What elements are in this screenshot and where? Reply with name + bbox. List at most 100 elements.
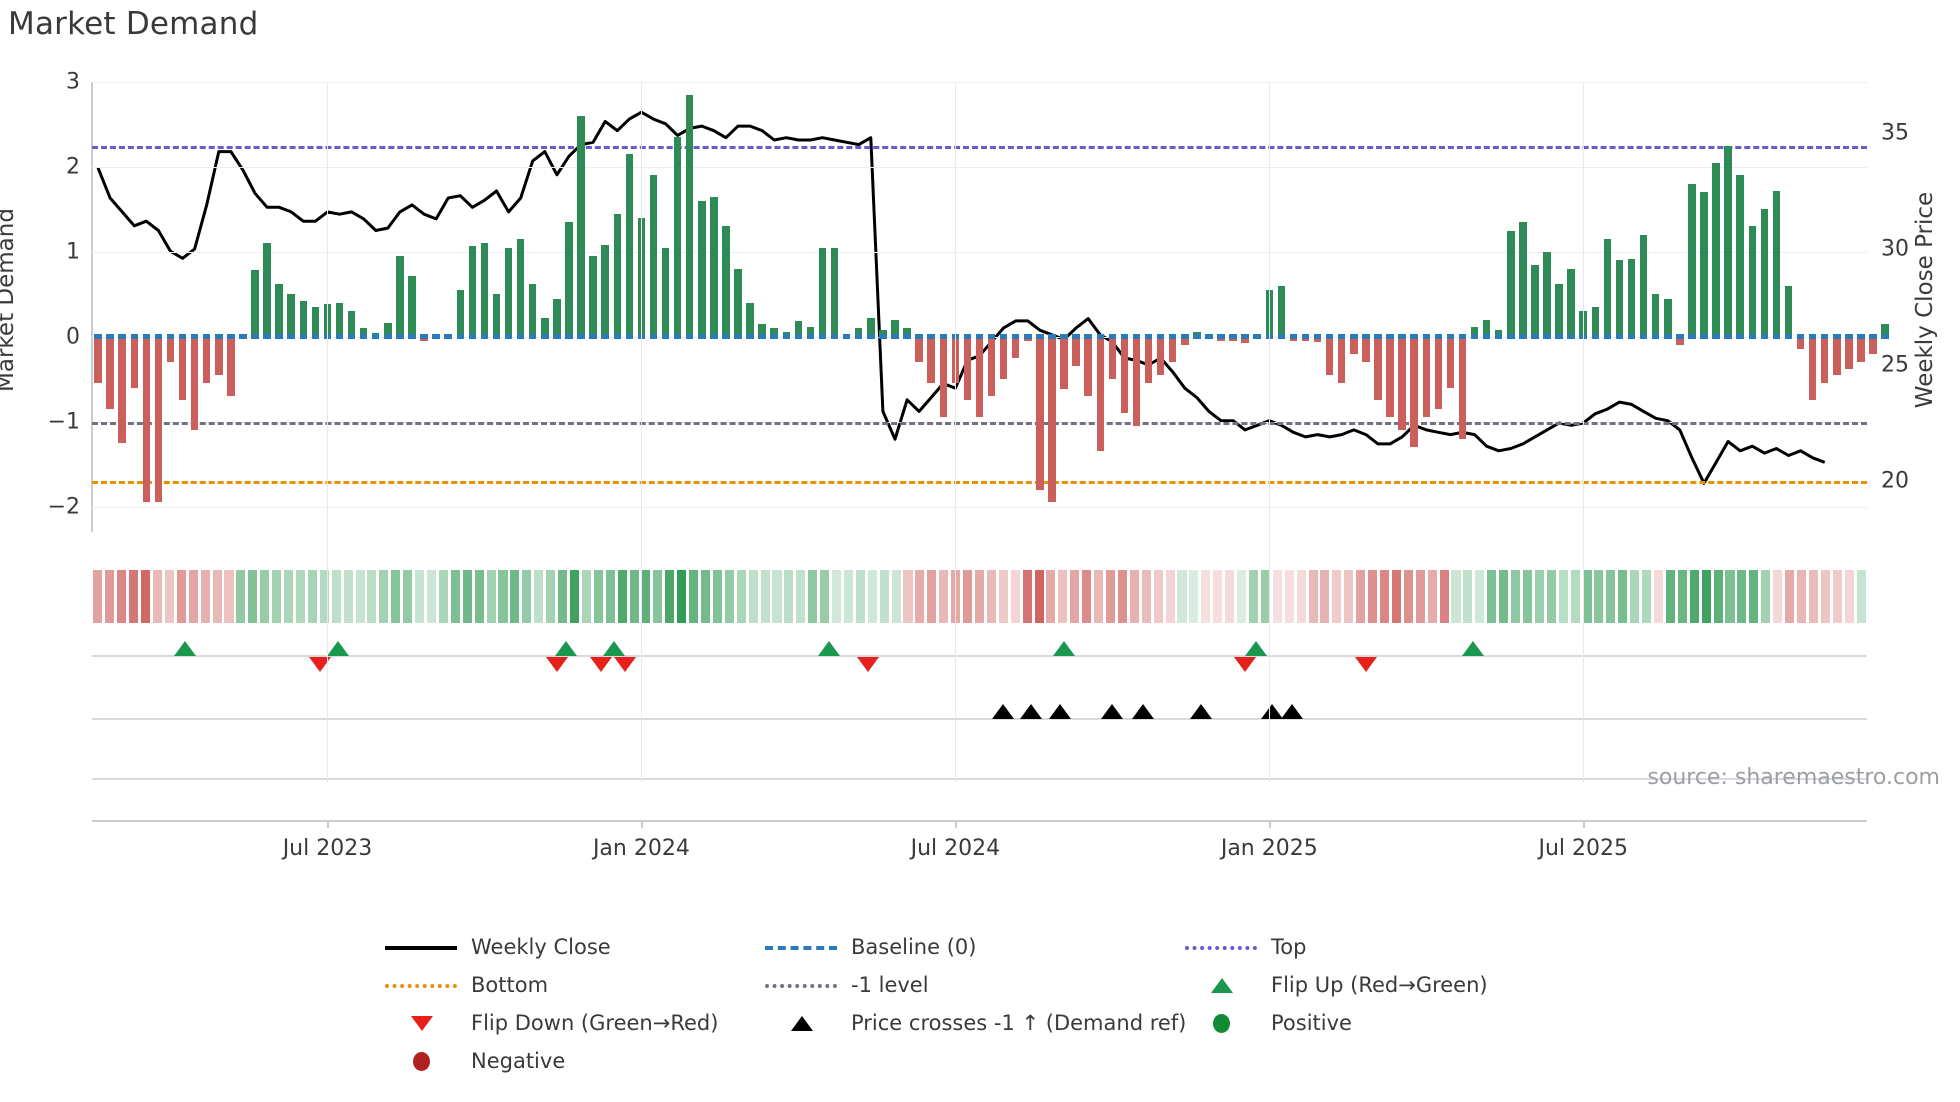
heat-cell	[1308, 570, 1318, 623]
legend-item[interactable]: Negative	[385, 1042, 565, 1080]
baseline-segment	[1374, 334, 1382, 340]
baseline-segment	[1241, 334, 1249, 340]
heat-cell	[1475, 570, 1485, 623]
baseline-segment	[1108, 334, 1117, 340]
baseline-segment	[1700, 334, 1708, 340]
legend-item[interactable]: Weekly Close	[385, 928, 611, 966]
source-label: source: sharemaestro.com	[1647, 765, 1940, 790]
demand-bar	[661, 247, 670, 337]
demand-bar	[1011, 336, 1020, 358]
heat-cell	[1022, 570, 1032, 623]
legend-label: Bottom	[471, 973, 549, 997]
demand-bar	[142, 336, 151, 503]
flip-up-marker	[1462, 641, 1484, 656]
reference-line	[92, 481, 1867, 485]
heat-cell	[1522, 570, 1532, 623]
demand-bar	[190, 336, 199, 431]
baseline-segment	[1350, 334, 1358, 340]
demand-bar	[1156, 336, 1165, 375]
legend-item[interactable]: Baseline (0)	[765, 928, 976, 966]
flip-down-marker	[546, 657, 568, 672]
baseline-segment	[1833, 334, 1841, 340]
baseline-segment	[432, 334, 440, 340]
demand-bar	[794, 321, 803, 337]
y2-axis-tick-label: 30	[1881, 236, 1909, 262]
legend-item[interactable]: Price crosses -1 ↑ (Demand ref)	[765, 1004, 1186, 1042]
baseline-segment	[287, 334, 295, 340]
flip-up-marker	[1053, 641, 1075, 656]
demand-bar	[287, 294, 295, 337]
demand-bar	[1507, 230, 1515, 337]
heat-cell	[1415, 570, 1425, 623]
demand-bar	[1181, 336, 1189, 346]
demand-bar	[516, 239, 525, 337]
x-axis-tick-label: Jan 2025	[1220, 836, 1318, 861]
heat-cell	[474, 570, 484, 623]
x-tick-mark	[327, 820, 329, 828]
heat-cell	[1403, 570, 1413, 623]
baseline-segment	[1156, 334, 1165, 340]
baseline-segment	[806, 334, 815, 340]
baseline-segment	[1531, 334, 1539, 340]
baseline-segment	[1808, 334, 1817, 340]
baseline-segment	[1205, 334, 1213, 340]
baseline-segment	[782, 334, 791, 340]
legend-item[interactable]: Bottom	[385, 966, 548, 1004]
heat-cell	[403, 570, 413, 623]
heat-cell	[284, 570, 294, 623]
baseline-segment	[1132, 334, 1141, 340]
demand-bar	[384, 323, 392, 337]
baseline-segment	[698, 334, 706, 340]
baseline-segment	[1338, 334, 1346, 340]
x-axis-line	[92, 820, 1867, 822]
demand-bar	[1458, 336, 1467, 439]
legend-swatch-solid-line-black	[385, 937, 457, 957]
demand-bar	[323, 304, 332, 337]
baseline-segment	[565, 334, 573, 340]
heat-cell	[438, 570, 448, 623]
legend-item[interactable]: Flip Down (Green→Red)	[385, 1004, 718, 1042]
heat-cell	[1189, 570, 1199, 623]
demand-bar	[94, 336, 102, 384]
baseline-segment	[130, 334, 138, 340]
legend-label: Top	[1271, 935, 1307, 959]
demand-bar	[1627, 258, 1636, 337]
demand-bar	[347, 311, 356, 337]
legend-item[interactable]: Flip Up (Red→Green)	[1185, 966, 1488, 1004]
heat-cell	[939, 570, 949, 623]
demand-bar	[1664, 298, 1672, 337]
legend-item[interactable]: Positive	[1185, 1004, 1352, 1042]
demand-bar	[1048, 336, 1056, 503]
demand-bar	[1615, 260, 1624, 337]
demand-bar	[1869, 336, 1877, 354]
baseline-segment	[855, 334, 863, 340]
price-cross-marker	[1190, 704, 1212, 719]
heat-cell	[1332, 570, 1342, 623]
demand-bar	[1241, 336, 1249, 344]
baseline-segment	[746, 334, 754, 340]
baseline-segment	[1422, 334, 1430, 340]
heat-cell	[1808, 570, 1818, 623]
baseline-segment	[372, 334, 380, 340]
baseline-segment	[1362, 334, 1370, 340]
heat-cell	[677, 570, 687, 623]
heat-cell	[736, 570, 746, 623]
heat-cell	[1177, 570, 1187, 623]
heat-cell	[1010, 570, 1020, 623]
heat-cell	[689, 570, 699, 623]
gridline	[92, 82, 1867, 83]
x-tick-mark	[1269, 820, 1271, 828]
baseline-segment	[553, 334, 561, 340]
legend-item[interactable]: -1 level	[765, 966, 929, 1004]
heat-cell	[1487, 570, 1497, 623]
baseline-segment	[178, 334, 187, 340]
heat-cell	[1225, 570, 1235, 623]
heat-cell	[1248, 570, 1258, 623]
baseline-segment	[1458, 334, 1467, 340]
demand-bar	[685, 94, 694, 337]
flip-down-marker	[1355, 657, 1377, 672]
y2-axis-tick-label: 35	[1881, 120, 1909, 146]
flip-up-marker	[555, 641, 577, 656]
legend-item[interactable]: Top	[1185, 928, 1306, 966]
baseline-segment	[1881, 334, 1889, 340]
